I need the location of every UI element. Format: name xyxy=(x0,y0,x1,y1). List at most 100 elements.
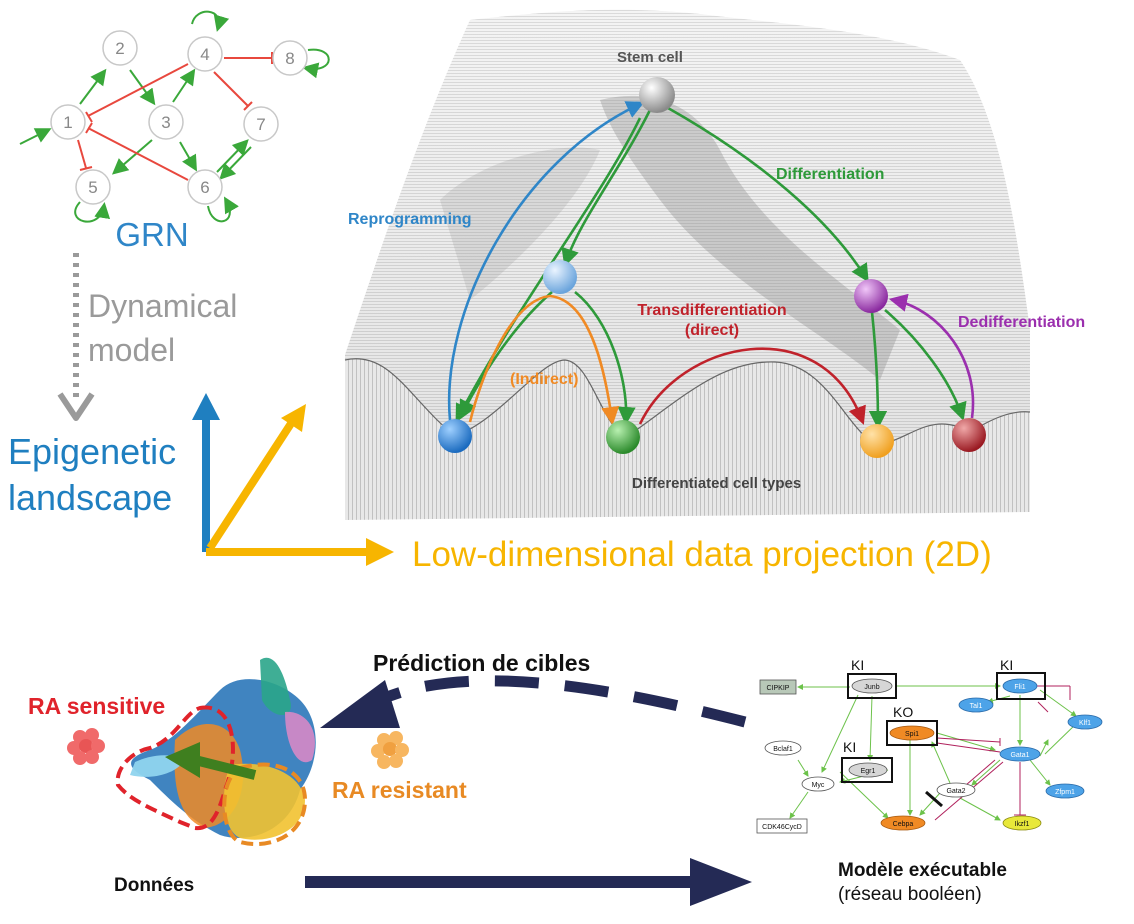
bn-node-junb: Junb xyxy=(851,678,893,694)
dynamical-model-arrow xyxy=(57,253,95,421)
grn-network: 1 2 3 4 5 6 7 8 GRN xyxy=(19,10,330,253)
bn-node-egr1: Egr1 xyxy=(848,762,888,778)
svg-text:6: 6 xyxy=(200,178,209,197)
boolean-network: CIPKIP Junb Fli1 Tal1 Klf1 Spi1 Gata1 Bc… xyxy=(756,657,1103,834)
svg-text:7: 7 xyxy=(256,115,265,134)
bn-node-spi1: Spi1 xyxy=(889,725,935,741)
donnees-label: Données xyxy=(114,875,194,896)
ra-sensitive-label: RA sensitive xyxy=(28,693,165,719)
bn-node-cipkip: CIPKIP xyxy=(759,679,797,695)
bn-node-klf1: Klf1 xyxy=(1067,714,1103,730)
orange-cell-ball xyxy=(860,424,894,458)
bn-node-ikzf1: Ikzf1 xyxy=(1002,815,1042,831)
red-cell-ball xyxy=(952,418,986,452)
svg-text:Zfpm1: Zfpm1 xyxy=(1055,789,1075,796)
svg-text:8: 8 xyxy=(285,49,294,68)
dedifferentiation-label: Dedifferentiation xyxy=(958,314,1085,331)
svg-text:Tal1: Tal1 xyxy=(970,703,983,710)
axes-arrows xyxy=(192,393,394,566)
purple-ball xyxy=(854,279,888,313)
arrow-dedifferentiation xyxy=(888,293,975,419)
grn-node-8: 8 xyxy=(272,40,308,76)
svg-text:Myc: Myc xyxy=(812,782,825,789)
dynamical-model-label-1: Dynamical xyxy=(88,288,237,324)
bn-node-fli1: Fli1 xyxy=(1002,678,1038,694)
transdiff-label-2: (direct) xyxy=(685,322,739,339)
arrow-purple-to-orange xyxy=(868,311,888,430)
bn-ki-box-junb xyxy=(847,673,897,699)
bn-node-cdk: CDK46CycD xyxy=(756,818,808,834)
grn-inhibition-edges xyxy=(77,52,273,181)
projection-axis-label: Low-dimensional data projection (2D) xyxy=(412,535,992,574)
landscape-cells xyxy=(438,77,986,458)
bn-activation-edges xyxy=(789,683,1079,821)
bn-node-bclaf1: Bclaf1 xyxy=(764,740,802,756)
progenitor-ball xyxy=(543,260,577,294)
svg-text:Spi1: Spi1 xyxy=(905,731,919,738)
svg-text:3: 3 xyxy=(161,113,170,132)
green-cell-ball xyxy=(606,420,640,454)
sensitive-cells-icon xyxy=(67,728,105,765)
indirect-label: (Indirect) xyxy=(510,371,578,388)
svg-text:Junb: Junb xyxy=(864,684,879,691)
differentiation-label: Differentiation xyxy=(776,166,884,183)
arrow-stem-to-blue xyxy=(455,117,642,423)
stem-cell-label: Stem cell xyxy=(617,49,683,66)
prediction-label: Prédiction de cibles xyxy=(373,650,590,676)
arrow-indirect xyxy=(468,294,620,426)
arrow-progenitor-to-blue xyxy=(459,291,553,419)
svg-text:4: 4 xyxy=(200,45,209,64)
bn-knockout-mark xyxy=(925,790,943,808)
svg-text:5: 5 xyxy=(88,178,97,197)
prediction-arrow xyxy=(320,675,747,728)
modele-title: Modèle exécutable xyxy=(838,860,1007,881)
grn-node-4: 4 xyxy=(187,36,223,72)
bn-ki-label-egr1: KI xyxy=(843,739,856,755)
grn-activation-edges xyxy=(19,10,330,223)
ra-resistant-label: RA resistant xyxy=(332,777,467,803)
grn-title: GRN xyxy=(115,216,188,253)
grn-node-5: 5 xyxy=(75,169,111,205)
svg-text:1: 1 xyxy=(63,113,72,132)
epigenetic-label-2: landscape xyxy=(8,477,172,518)
arrow-stem-to-purple xyxy=(667,106,869,283)
bn-node-zfpm1: Zfpm1 xyxy=(1045,783,1085,799)
modele-subtitle: (réseau booléen) xyxy=(838,884,982,905)
transdiff-label-1: Transdifferentiation xyxy=(637,302,786,319)
landscape-arrows xyxy=(447,101,975,430)
bn-ki-box-fli1 xyxy=(996,672,1046,700)
arrow-transdifferentiation xyxy=(638,347,866,425)
dynamical-model-label-2: model xyxy=(88,332,175,368)
svg-text:Bclaf1: Bclaf1 xyxy=(773,746,793,753)
grn-nodes: 1 2 3 4 5 6 7 8 xyxy=(50,30,308,205)
epigenetic-label-1: Epigenetic xyxy=(8,431,176,472)
differentiated-types-label: Differentiated cell types xyxy=(632,475,801,492)
bn-ki-label-junb: KI xyxy=(851,657,864,673)
svg-text:Ikzf1: Ikzf1 xyxy=(1015,821,1030,828)
bn-ko-box-spi1 xyxy=(886,720,938,746)
bn-ki-box-egr1 xyxy=(841,757,893,783)
arrow-purple-to-red xyxy=(884,309,967,421)
arrow-stem-to-progenitor xyxy=(561,109,652,267)
bn-node-gata1: Gata1 xyxy=(999,746,1041,762)
svg-text:Egr1: Egr1 xyxy=(861,768,876,775)
bn-ki-label-fli1: KI xyxy=(1000,657,1013,673)
umap-data-cloud xyxy=(115,657,316,847)
arrow-reprogramming xyxy=(447,101,645,421)
bn-node-cebpa: Cebpa xyxy=(880,815,926,831)
grn-node-1: 1 xyxy=(50,104,86,140)
bn-node-myc: Myc xyxy=(801,776,835,792)
svg-text:Fli1: Fli1 xyxy=(1014,684,1025,691)
stem-cell-ball xyxy=(639,77,675,113)
grn-node-7: 7 xyxy=(243,106,279,142)
svg-text:Cebpa: Cebpa xyxy=(893,821,914,828)
blue-cell-ball xyxy=(438,419,472,453)
svg-text:Gata2: Gata2 xyxy=(946,788,965,795)
data-to-model-arrow xyxy=(305,858,752,906)
resistant-cells-icon xyxy=(371,731,409,769)
grn-node-3: 3 xyxy=(148,104,184,140)
bn-ko-label-spi1: KO xyxy=(893,704,913,720)
reprogramming-label: Reprogramming xyxy=(348,211,472,228)
svg-text:2: 2 xyxy=(115,39,124,58)
